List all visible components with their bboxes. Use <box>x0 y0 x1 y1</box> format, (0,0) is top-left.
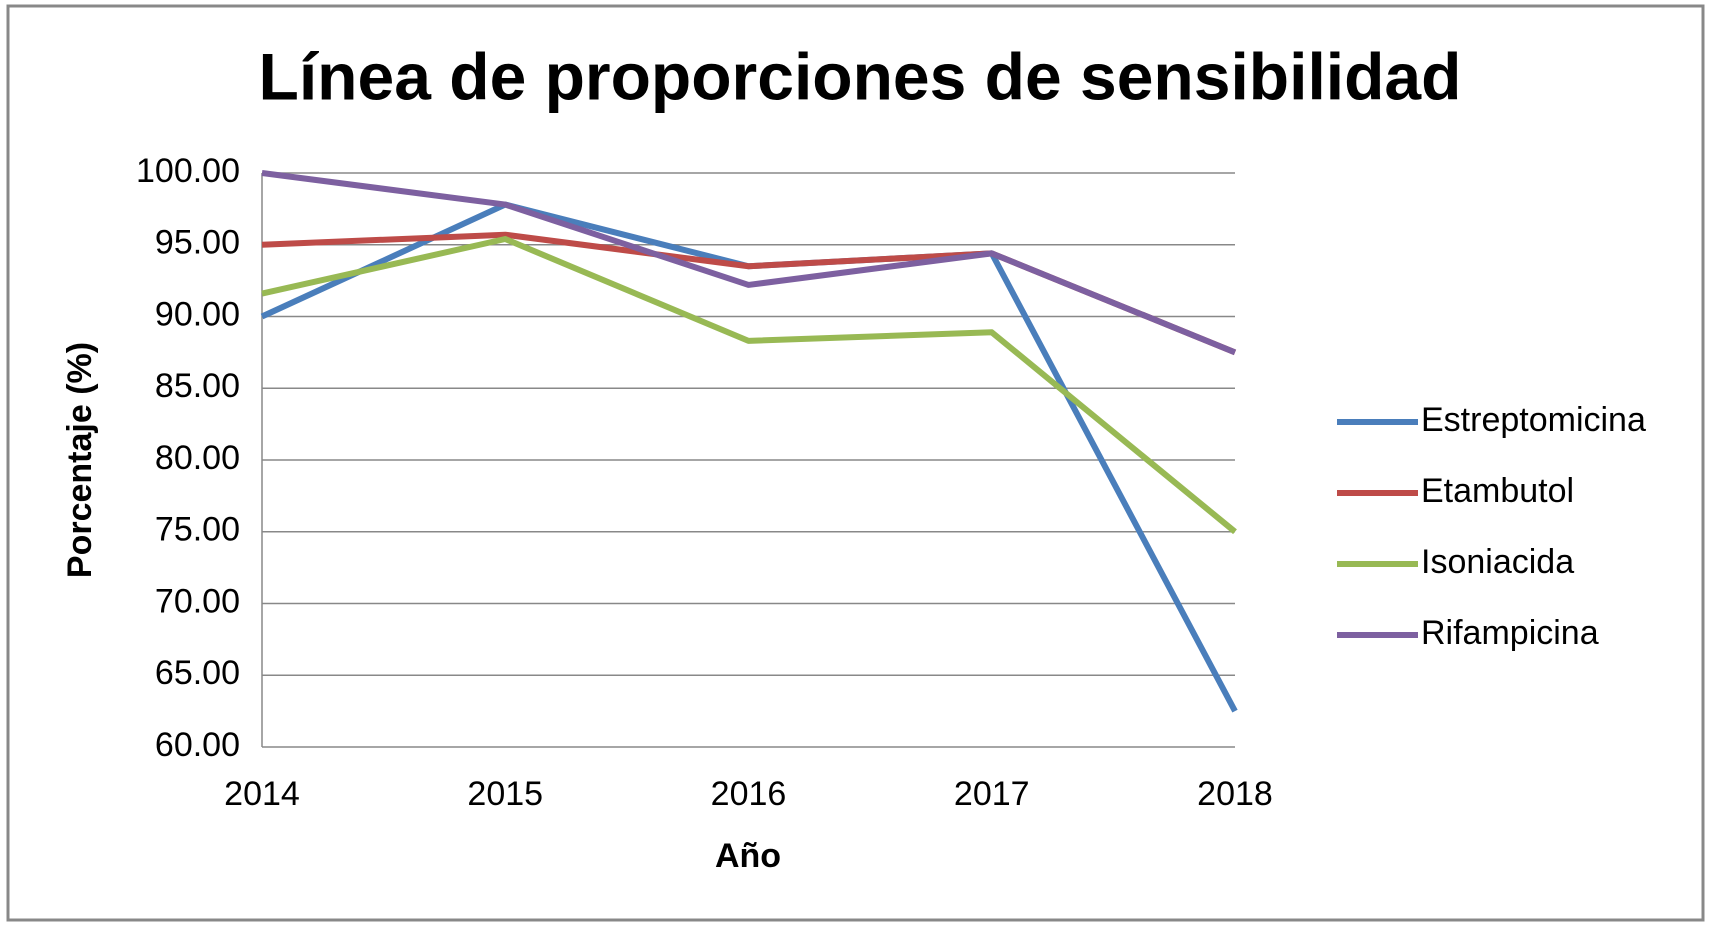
x-tick-label: 2017 <box>954 775 1030 813</box>
y-tick-label: 90.00 <box>155 295 240 333</box>
x-tick-label: 2015 <box>467 775 543 813</box>
legend-label: Estreptomicina <box>1421 401 1646 439</box>
y-axis-title: Porcentaje (%) <box>61 342 99 578</box>
x-tick-label: 2018 <box>1197 775 1273 813</box>
x-tick-label: 2014 <box>224 775 300 813</box>
series-line <box>261 236 1237 535</box>
y-tick-label: 100.00 <box>136 152 240 190</box>
chart-border <box>6 4 1705 922</box>
y-tick-label: 70.00 <box>155 582 240 620</box>
legend-label: Isoniacida <box>1421 543 1574 581</box>
y-tick-label: 75.00 <box>155 511 240 549</box>
x-axis-title: Año <box>715 837 781 875</box>
y-tick-label: 95.00 <box>155 224 240 262</box>
y-tick-label: 85.00 <box>155 367 240 405</box>
chart-title: Línea de proporciones de sensibilidad <box>259 39 1462 113</box>
x-tick-label: 2016 <box>711 775 787 813</box>
legend-label: Etambutol <box>1421 472 1574 510</box>
series-line <box>261 170 1237 356</box>
y-tick-label: 65.00 <box>155 654 240 692</box>
legend-label: Rifampicina <box>1421 614 1599 652</box>
y-tick-label: 60.00 <box>155 726 240 764</box>
y-tick-label: 80.00 <box>155 439 240 477</box>
